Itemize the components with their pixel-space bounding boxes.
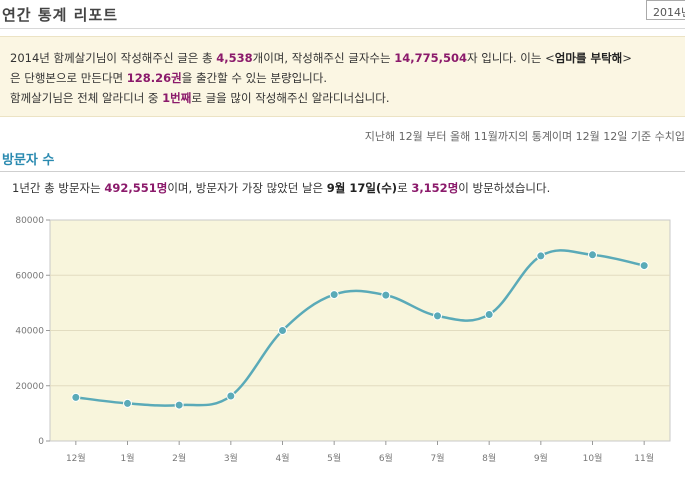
summary-text: 자 입니다. 이는 < (467, 51, 555, 65)
summary-text: 개이며, 작성해주신 글자수는 (252, 51, 395, 65)
summary-text: 2014년 함께살기님이 작성해주신 글은 총 (10, 51, 217, 65)
summary-line-2: 은 단행본으로 만든다면 128.26권을 출간할 수 있는 분량입니다. (10, 70, 327, 86)
summary-text: 을 출간할 수 있는 분량입니다. (181, 71, 327, 85)
data-point (639, 261, 649, 271)
header: 연간 통계 리포트 2014년 (0, 0, 685, 29)
char-count: 14,775,504 (394, 51, 467, 65)
peak-count: 3,152명 (411, 181, 459, 195)
data-point (71, 392, 81, 402)
x-tick-label: 12월 (66, 452, 86, 464)
data-point (433, 311, 442, 321)
visitors-text: 1년간 총 방문자는 (12, 181, 105, 195)
visitors-text: 이며, 방문자가 가장 많았던 날은 (167, 181, 327, 195)
page-title: 연간 통계 리포트 (2, 6, 119, 24)
x-tick-label: 9월 (534, 452, 548, 464)
visitors-text: 이 방문하셨습니다. (458, 181, 551, 195)
y-tick-label: 0 (38, 437, 44, 447)
y-tick-label: 40000 (15, 327, 44, 337)
year-select[interactable]: 2014년 (646, 0, 685, 20)
x-tick-label: 4월 (275, 452, 289, 464)
visitor-line-chart: 0 20000 40000 60000 80000 12월 1월 2월 3월 4월 5월 6월 7월 8… (15, 216, 671, 464)
data-point (278, 326, 287, 335)
x-tick-label: 7월 (430, 452, 444, 464)
visitors-text: 로 (397, 181, 412, 195)
summary-text: > (622, 51, 632, 65)
y-tick-label: 20000 (15, 382, 44, 392)
rank: 1번째 (162, 91, 192, 105)
y-tick-label: 60000 (15, 271, 44, 281)
data-point (174, 400, 184, 410)
summary-text: 은 단행본으로 만든다면 (10, 71, 127, 85)
x-tick-label: 10월 (583, 452, 603, 464)
divider (0, 171, 685, 172)
x-tick-label: 6월 (379, 452, 393, 464)
post-count: 4,538 (216, 51, 253, 65)
summary-box: 2014년 함께살기님이 작성해주신 글은 총 4,538개이며, 작성해주신 … (0, 36, 685, 117)
x-tick-label: 1월 (120, 452, 134, 464)
visitors-section-title: 방문자 수 (2, 153, 55, 168)
y-tick-label: 80000 (15, 216, 44, 226)
peak-date: 9월 17일(수) (326, 181, 398, 195)
x-tick-label: 11월 (634, 452, 654, 464)
data-point (226, 391, 236, 401)
data-point (588, 250, 597, 260)
data-point (123, 398, 132, 408)
summary-text: 로 글을 많이 작성해주신 알라디너십니다. (191, 91, 390, 105)
visitors-summary: 1년간 총 방문자는 492,551명이며, 방문자가 가장 많았던 날은 9월… (12, 180, 550, 196)
data-point (329, 290, 339, 300)
x-tick-label: 8월 (482, 452, 496, 464)
data-point (536, 251, 546, 261)
summary-line-3: 함께살기님은 전체 알라디너 중 1번째로 글을 많이 작성해주신 알라디너십니… (10, 90, 389, 106)
book-title: 엄마를 부탁해 (554, 51, 623, 65)
summary-line-1: 2014년 함께살기님이 작성해주신 글은 총 4,538개이며, 작성해주신 … (10, 50, 632, 66)
x-tick-label: 2월 (172, 452, 186, 464)
visitor-total: 492,551명 (104, 181, 168, 195)
data-point (484, 309, 494, 319)
summary-text: 함께살기님은 전체 알라디너 중 (10, 91, 163, 105)
x-tick-label: 3월 (224, 452, 238, 464)
volume-count: 128.26권 (126, 71, 182, 85)
x-tick-label: 5월 (327, 452, 341, 464)
data-point (381, 290, 391, 300)
stats-period-note: 지난해 12월 부터 올해 11월까지의 통계이며 12월 12일 기준 수치입 (364, 130, 685, 143)
